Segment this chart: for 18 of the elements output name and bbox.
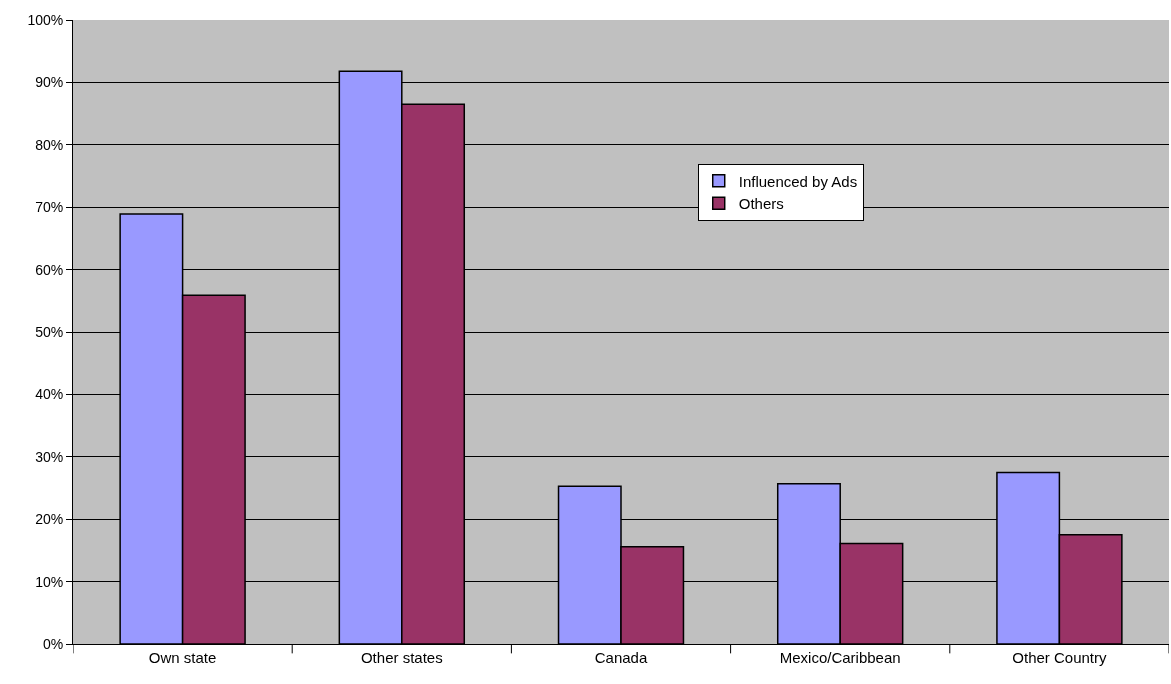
y-tick-label: 0%	[42, 635, 64, 652]
x-tick-label: Other Country	[1012, 649, 1107, 666]
y-tick-label: 60%	[35, 261, 64, 278]
y-tick-label: 50%	[35, 323, 64, 340]
legend-label: Influenced by Ads	[738, 172, 858, 190]
y-tick-label: 70%	[35, 199, 64, 216]
x-tick-label: Mexico/Caribbean	[779, 649, 901, 666]
y-tick-label: 100%	[27, 11, 64, 28]
x-tick-label: Canada	[594, 649, 648, 666]
y-tick-label: 20%	[35, 511, 64, 528]
legend-label: Others	[738, 195, 784, 213]
x-tick-label: Other states	[360, 649, 443, 666]
y-tick-label: 40%	[35, 386, 64, 403]
y-tick-label: 80%	[35, 136, 64, 153]
y-tick-label: 10%	[35, 573, 64, 590]
y-tick-label: 30%	[35, 448, 64, 465]
y-tick-label: 90%	[35, 74, 64, 91]
x-tick-label: Own state	[148, 649, 217, 666]
